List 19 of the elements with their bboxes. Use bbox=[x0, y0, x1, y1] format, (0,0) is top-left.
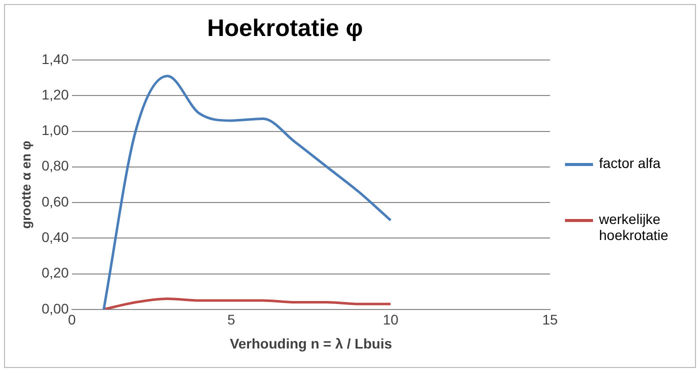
y-tick-label: 0,40 bbox=[42, 229, 70, 245]
y-axis-title: grootte α en φ bbox=[18, 140, 34, 229]
y-tick-label: 1,20 bbox=[42, 86, 70, 102]
y-tick-label: 0,60 bbox=[42, 193, 70, 210]
chart-title: Hoekrotatie φ bbox=[206, 15, 364, 43]
x-tick-label: 15 bbox=[542, 312, 558, 328]
y-tick-label: 0,80 bbox=[42, 158, 70, 174]
legend-label: factor alfa bbox=[599, 155, 662, 171]
x-axis-title: Verhouding n = λ / Lbuis bbox=[230, 335, 392, 352]
y-tick-label: 0,00 bbox=[42, 300, 70, 316]
line-series bbox=[102, 74, 392, 310]
y-tick-label: 1,40 bbox=[42, 50, 70, 67]
x-tick-label: 5 bbox=[227, 312, 236, 328]
line-series bbox=[102, 297, 392, 310]
y-tick-label: 0,20 bbox=[42, 264, 70, 281]
legend-label: werkelijke hoekrotatie bbox=[599, 211, 670, 243]
x-tick-label: 10 bbox=[382, 312, 399, 328]
x-tick-label: 0 bbox=[68, 312, 76, 328]
y-tick-label: 1,00 bbox=[42, 122, 70, 138]
